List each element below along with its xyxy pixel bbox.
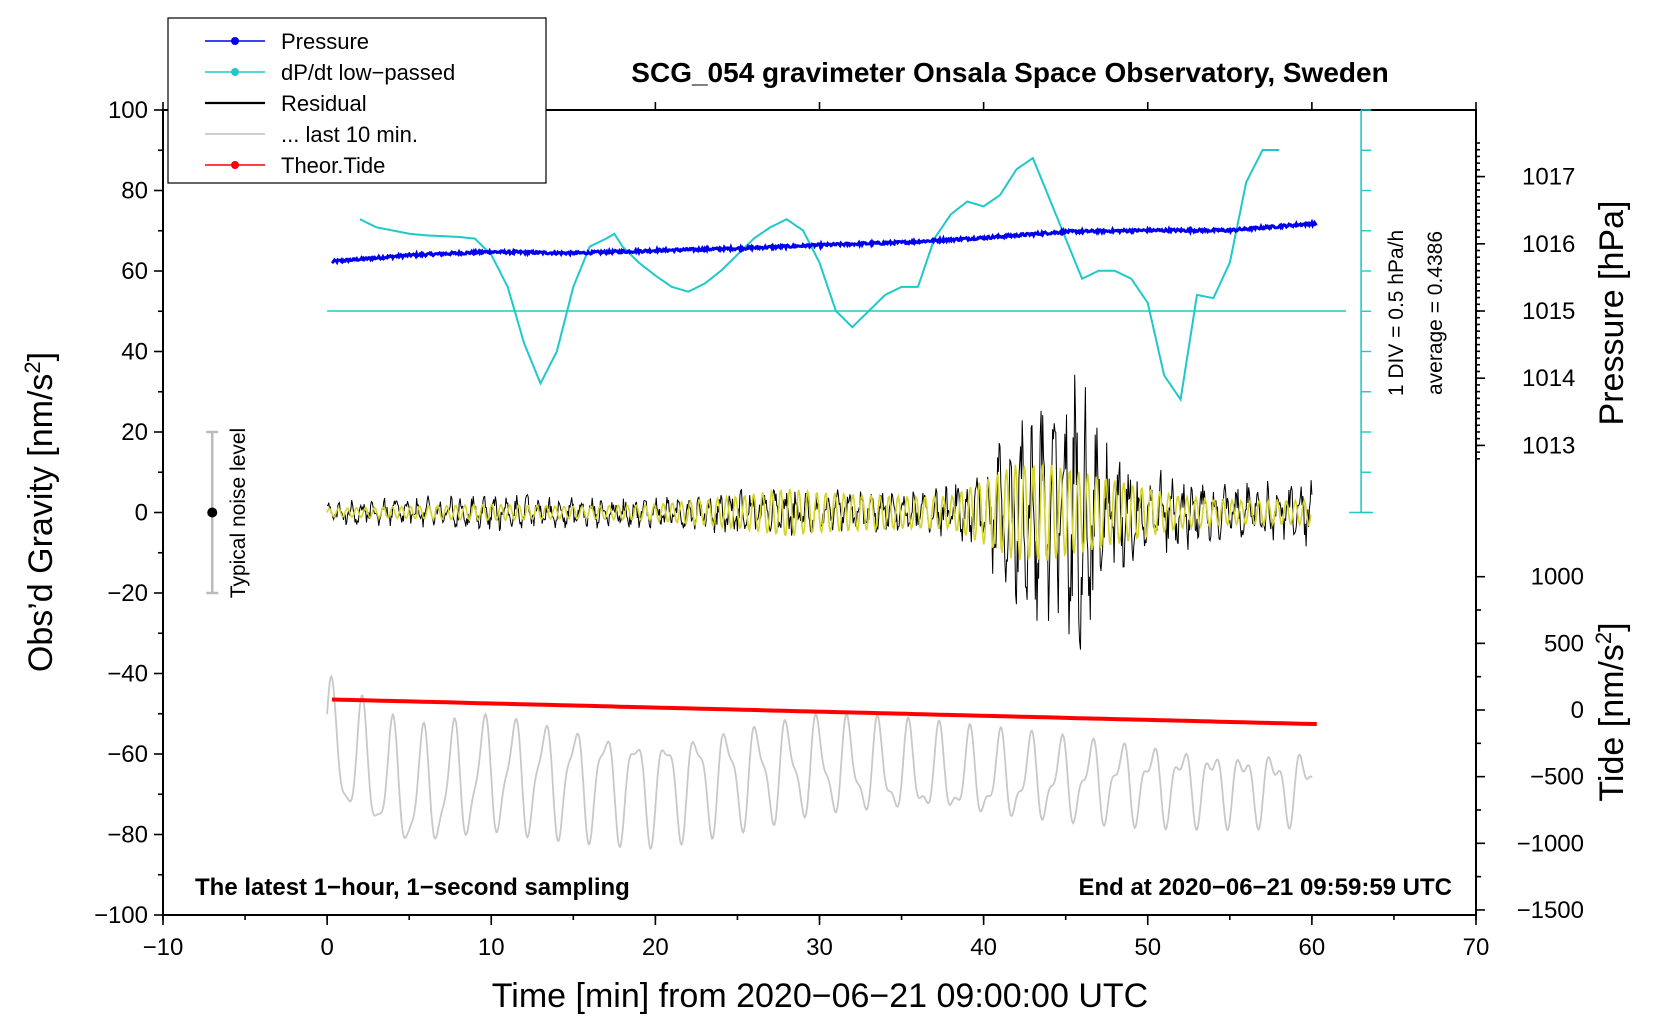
y-axis-title-gravity-sup: 2 xyxy=(20,361,45,373)
y-tick-label: −40 xyxy=(107,661,148,688)
x-tick-label: 30 xyxy=(806,934,833,961)
legend-marker xyxy=(231,68,239,76)
y-tick-label: −100 xyxy=(94,902,148,929)
noise-level-bar xyxy=(206,430,219,595)
legend-label: Pressure xyxy=(281,29,369,54)
legend-marker xyxy=(231,37,239,45)
tide-tick-label: −500 xyxy=(1530,764,1584,791)
y-tick-label: 40 xyxy=(121,339,148,366)
series-layer xyxy=(326,149,1346,851)
legend: Pressure dP/dt low−passed Residual ... last… xyxy=(167,17,547,184)
last-10min-line xyxy=(326,674,1313,851)
tide-tick-label: −1000 xyxy=(1517,830,1584,857)
tide-tick-label: 0 xyxy=(1571,697,1584,724)
y-tick-label: 100 xyxy=(108,97,148,124)
tide-tick-label: −1500 xyxy=(1517,897,1584,924)
average-label: average = 0.4386 xyxy=(1424,231,1447,395)
pressure-tick-label: 1017 xyxy=(1522,164,1575,191)
y-tick-label: −80 xyxy=(107,822,148,849)
pressure-tick-label: 1016 xyxy=(1522,231,1575,258)
x-tick-label: 40 xyxy=(970,934,997,961)
x-tick-label: 10 xyxy=(478,934,505,961)
tide-line xyxy=(331,697,1317,726)
noise-bar-center xyxy=(207,507,218,518)
legend-label: dP/dt low−passed xyxy=(281,60,455,85)
y-axis-pressure: 1017 1016 1015 1014 1013 xyxy=(1476,142,1575,460)
note-sampling: The latest 1−hour, 1−second sampling xyxy=(195,874,630,901)
pressure-line xyxy=(330,218,1318,266)
y-axis-title-tide-sup: 2 xyxy=(1591,632,1616,644)
legend-label: Residual xyxy=(281,91,367,116)
noise-label: Typical noise level xyxy=(227,428,250,598)
y-axis-tide: 1000 500 0 −500 −1000 −1500 xyxy=(1476,564,1584,924)
y-axis-title-gravity-close: ] xyxy=(22,352,60,361)
x-tick-label: 0 xyxy=(320,934,333,961)
pressure-tick-label: 1015 xyxy=(1522,298,1575,325)
x-tick-label: 20 xyxy=(642,934,669,961)
x-tick-label: 60 xyxy=(1299,934,1326,961)
x-axis-title: Time [min] from 2020−06−21 09:00:00 UTC xyxy=(492,977,1148,1015)
y-tick-label: 20 xyxy=(121,419,148,446)
dpdt-div-scale xyxy=(1349,109,1374,514)
y-axis-title-tide: Tide [nm/s2] xyxy=(1591,622,1631,801)
note-end-time: End at 2020−06−21 09:59:59 UTC xyxy=(1078,874,1452,901)
x-tick-label: −10 xyxy=(143,934,184,961)
y-axis-title-tide-text: Tide [nm/s xyxy=(1593,644,1631,801)
pressure-tick-label: 1014 xyxy=(1522,365,1575,392)
tide-tick-label: 500 xyxy=(1544,630,1584,657)
legend-label: Theor.Tide xyxy=(281,153,385,178)
y-tick-label: 80 xyxy=(121,178,148,205)
y-tick-label: −60 xyxy=(107,741,148,768)
chart-title: SCG_054 gravimeter Onsala Space Observat… xyxy=(631,57,1388,88)
filtered-residual-line xyxy=(326,464,1312,561)
pressure-tick-label: 1013 xyxy=(1522,432,1575,459)
y-axis-title-pressure: Pressure [hPa] xyxy=(1593,201,1631,426)
y-tick-label: −20 xyxy=(107,580,148,607)
y-tick-label: 0 xyxy=(135,500,148,527)
x-tick-label: 50 xyxy=(1134,934,1161,961)
legend-label: ... last 10 min. xyxy=(281,122,418,147)
y-axis-title-gravity: Obs’d Gravity [nm/s2] xyxy=(20,352,60,672)
y-axis-title-tide-close: ] xyxy=(1593,622,1631,631)
x-axis: −10 0 10 20 30 40 50 60 70 xyxy=(143,102,1490,961)
y-axis-title-gravity-text: Obs’d Gravity [nm/s xyxy=(22,374,60,673)
y-axis-gravity: 100 80 60 40 20 0 −20 −40 −60 −80 −100 xyxy=(94,97,163,929)
div-label: 1 DIV = 0.5 hPa/h xyxy=(1385,230,1408,396)
x-tick-label: 70 xyxy=(1463,934,1490,961)
dpdt-line xyxy=(359,149,1280,403)
legend-marker xyxy=(231,161,239,169)
y-tick-label: 60 xyxy=(121,258,148,285)
legend-box xyxy=(167,17,547,184)
tide-tick-label: 1000 xyxy=(1531,564,1584,591)
